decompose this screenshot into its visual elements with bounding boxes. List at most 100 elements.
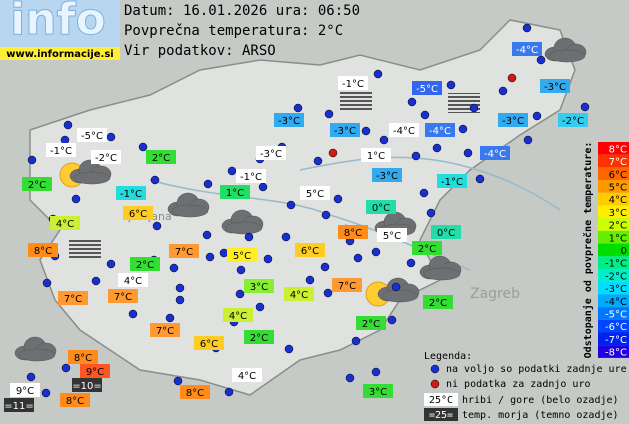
station-box <box>227 248 257 262</box>
station-label: 7°C <box>338 281 356 292</box>
station-box <box>356 316 386 330</box>
legend-missing: ni podatka za zadnjo uro <box>446 379 591 390</box>
legend-sea-text: temp. morja (temno ozadje) <box>462 410 619 421</box>
station-box <box>150 323 180 337</box>
station-label: =11= <box>4 401 33 412</box>
scale-label: -3°C <box>605 284 627 295</box>
scale-step <box>598 167 629 181</box>
logo-url: www.informacije.si <box>6 49 114 60</box>
station-dot <box>391 282 401 292</box>
station-dot <box>426 208 436 218</box>
station-dot <box>345 373 355 383</box>
station-labels: -4°C -1°C -5°C -3°C -3°C -3°C -4°C -4°C -3°C -2°C… <box>4 42 588 412</box>
station-label: 7°C <box>156 326 174 337</box>
station-label: 9°C <box>16 386 34 397</box>
station-label: -3°C <box>334 126 356 137</box>
station-label: 8°C <box>66 396 84 407</box>
station-label: -2°C <box>562 116 584 127</box>
station-label: 0°C <box>437 228 455 239</box>
station-box <box>256 146 286 160</box>
station-dot <box>321 210 331 220</box>
station-dot <box>411 151 421 161</box>
scale-step <box>598 180 629 193</box>
station-box <box>4 398 34 412</box>
scale-label: 8°C <box>609 144 627 155</box>
station-dot <box>406 258 416 268</box>
station-box <box>58 291 88 305</box>
station-box <box>244 279 274 293</box>
station-box <box>389 123 419 137</box>
station-dot <box>41 388 51 398</box>
header-source: Vir podatkov: ARSO <box>124 43 276 59</box>
station-box <box>123 206 153 220</box>
legend-title: Legenda: <box>424 351 472 362</box>
station-box <box>50 216 80 230</box>
station-label: =10= <box>72 381 101 392</box>
header-average: Povprečna temperatura: 2°C <box>124 23 343 39</box>
station-box <box>480 146 510 160</box>
station-dot-missing <box>507 73 517 83</box>
scale-label: -1°C <box>605 259 627 270</box>
station-box <box>180 385 210 399</box>
station-dot <box>26 372 36 382</box>
station-dot-missing <box>328 148 338 158</box>
station-dot <box>175 283 185 293</box>
header-date: Datum: 16.01.2026 ura: 06:50 <box>124 3 360 19</box>
station-dot <box>138 142 148 152</box>
station-box <box>284 287 314 301</box>
station-box <box>338 76 368 90</box>
station-dot <box>371 247 381 257</box>
scale-label: -6°C <box>605 322 627 333</box>
station-box <box>300 186 330 200</box>
station-dot <box>305 275 315 285</box>
station-box <box>80 364 110 378</box>
station-label: 3°C <box>369 387 387 398</box>
station-box <box>118 273 148 287</box>
scale-step <box>598 269 629 282</box>
cloud-part <box>381 289 419 303</box>
legend-hill-box <box>424 393 458 406</box>
station-box <box>332 278 362 292</box>
station-box <box>372 168 402 182</box>
station-box <box>232 368 262 382</box>
station-dot <box>373 69 383 79</box>
station-label: -3°C <box>502 116 524 127</box>
station-label: -3°C <box>544 82 566 93</box>
station-dot <box>469 103 479 113</box>
station-label: 9°C <box>86 367 104 378</box>
cloud-part <box>225 221 263 235</box>
station-label: 5°C <box>383 231 401 242</box>
station-dot <box>293 103 303 113</box>
station-dot <box>60 135 70 145</box>
station-box <box>108 289 138 303</box>
cloud-part <box>73 171 111 185</box>
station-box <box>330 123 360 137</box>
legend-dot-missing <box>430 379 440 389</box>
legend-sea-box <box>424 408 458 421</box>
station-label: -1°C <box>240 172 262 183</box>
scale-step <box>598 345 629 358</box>
station-label: 8°C <box>186 388 204 399</box>
station-label: 2°C <box>136 260 154 271</box>
scale-step <box>598 243 629 257</box>
station-label: 6°C <box>200 339 218 350</box>
station-label: -4°C <box>429 126 451 137</box>
cloud-part <box>548 49 586 63</box>
station-dot <box>224 387 234 397</box>
scale-step <box>598 192 629 206</box>
scale-step <box>598 230 629 244</box>
station-dot <box>284 344 294 354</box>
station-dot <box>255 302 265 312</box>
station-box <box>412 81 442 95</box>
scale-label: -2°C <box>605 271 627 282</box>
station-label: -3°C <box>260 149 282 160</box>
station-box <box>116 186 146 200</box>
station-dot <box>152 221 162 231</box>
station-dot <box>420 110 430 120</box>
scale-label: 2°C <box>609 221 627 232</box>
station-label: -1°C <box>441 177 463 188</box>
station-box <box>77 128 107 142</box>
station-label: -5°C <box>81 131 103 142</box>
